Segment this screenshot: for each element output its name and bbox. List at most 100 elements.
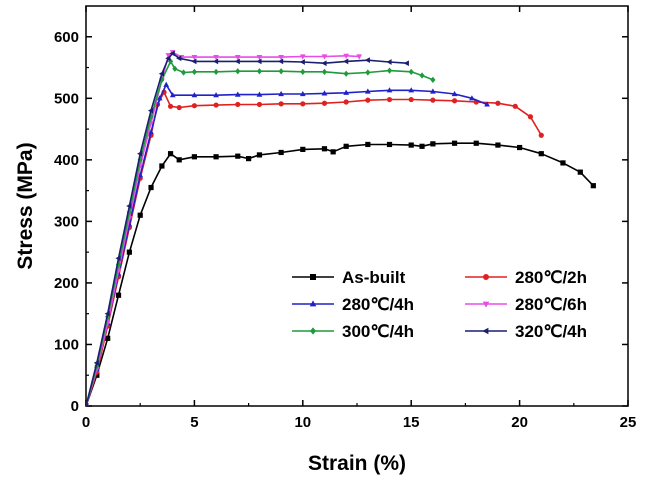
data-point-square xyxy=(176,157,182,163)
y-axis-title: Stress (MPa) xyxy=(14,142,37,269)
legend-label: As-built xyxy=(342,268,406,287)
data-point-triangle-down xyxy=(256,54,263,61)
legend-entry: As-built xyxy=(292,268,406,287)
data-point-square xyxy=(235,153,241,159)
legend-entry: 280℃/4h xyxy=(292,295,414,314)
data-point-triangle-left xyxy=(93,360,99,366)
data-point-triangle-down xyxy=(165,53,172,59)
data-point-triangle-down xyxy=(343,53,350,59)
data-point-square xyxy=(300,146,306,152)
data-point-circle xyxy=(408,96,414,103)
data-point-square xyxy=(213,154,219,160)
data-point-diamond xyxy=(180,69,187,76)
x-tick-label: 5 xyxy=(190,414,198,431)
data-point-circle xyxy=(167,103,174,109)
data-point-triangle xyxy=(148,129,154,135)
data-point-diamond xyxy=(343,70,349,77)
data-point-square xyxy=(330,149,336,155)
legend-label: 280℃/2h xyxy=(515,268,587,287)
y-tick-label: 100 xyxy=(54,336,79,353)
data-point-triangle-left xyxy=(386,59,392,65)
data-point-triangle xyxy=(191,92,198,98)
data-point-triangle xyxy=(169,92,176,98)
data-point-square xyxy=(365,141,371,148)
data-point-diamond xyxy=(235,68,241,75)
data-point-triangle xyxy=(364,88,371,94)
legend-label: 300℃/4h xyxy=(342,322,414,341)
y-axis-ticks: 0 100 200 300 400 500 600 xyxy=(54,29,628,415)
data-point-circle xyxy=(256,101,263,108)
data-point-circle xyxy=(483,274,489,280)
data-point-circle xyxy=(213,102,219,108)
data-point-diamond xyxy=(256,68,263,75)
plot-frame xyxy=(85,5,629,407)
data-point-triangle-left xyxy=(299,59,305,65)
data-point-square xyxy=(538,151,544,157)
x-tick-label: 10 xyxy=(294,414,311,431)
data-point-square xyxy=(115,292,122,298)
data-point-triangle xyxy=(469,95,475,101)
data-point-triangle xyxy=(213,92,219,98)
data-point-square xyxy=(430,141,436,147)
data-point-square xyxy=(246,156,252,162)
x-tick-label: 0 xyxy=(82,414,90,431)
data-point-triangle-down xyxy=(278,54,284,61)
y-tick-label: 300 xyxy=(54,213,79,230)
data-point-triangle xyxy=(386,87,393,93)
data-point-circle xyxy=(495,100,501,106)
data-point-square xyxy=(419,143,425,149)
data-point-square xyxy=(495,142,501,148)
series-0 xyxy=(86,140,596,406)
data-point-square xyxy=(310,274,316,280)
legend-entry: 300℃/4h xyxy=(292,322,414,341)
data-point-diamond xyxy=(191,68,197,75)
data-point-triangle xyxy=(321,90,328,96)
data-point-triangle-left xyxy=(165,55,171,62)
data-point-diamond xyxy=(278,68,284,75)
data-point-circle xyxy=(527,114,534,120)
series-layer xyxy=(86,50,596,406)
y-tick-label: 500 xyxy=(54,90,79,107)
series-2 xyxy=(86,81,490,406)
data-point-circle xyxy=(343,99,349,105)
data-point-square xyxy=(126,249,132,255)
data-point-triangle-down xyxy=(321,54,328,60)
x-axis-ticks: 0 5 10 15 20 25 xyxy=(82,6,637,431)
data-point-square xyxy=(517,144,523,151)
data-point-square xyxy=(137,212,143,218)
data-point-circle xyxy=(176,104,182,111)
data-point-triangle-left xyxy=(147,107,154,114)
data-point-diamond xyxy=(213,68,219,75)
legend-entry: 280℃/6h xyxy=(465,295,587,314)
data-point-square xyxy=(148,184,154,191)
data-point-diamond xyxy=(321,68,328,75)
data-point-circle xyxy=(430,97,436,103)
x-tick-label: 15 xyxy=(403,414,420,431)
legend-entry: 320℃/4h xyxy=(465,322,587,341)
y-tick-label: 0 xyxy=(71,398,79,415)
data-point-triangle xyxy=(343,89,350,95)
data-point-circle xyxy=(365,97,371,103)
legend-label: 280℃/6h xyxy=(515,295,587,314)
data-point-circle xyxy=(300,101,306,107)
data-point-diamond xyxy=(172,65,178,72)
data-point-triangle-left xyxy=(403,60,409,67)
data-point-triangle xyxy=(451,90,458,97)
data-point-triangle xyxy=(408,87,415,93)
y-tick-label: 600 xyxy=(54,29,79,46)
data-point-triangle-left xyxy=(278,58,284,65)
data-point-triangle-left xyxy=(191,58,197,65)
data-point-square xyxy=(590,183,596,189)
data-point-circle xyxy=(278,101,284,107)
data-point-triangle-down xyxy=(213,54,219,61)
data-point-square xyxy=(94,372,100,378)
data-point-triangle-left xyxy=(482,327,489,335)
y-tick-label: 200 xyxy=(54,275,79,292)
x-tick-label: 25 xyxy=(620,414,637,431)
data-point-circle xyxy=(235,101,241,108)
y-tick-label: 400 xyxy=(54,152,79,169)
data-point-triangle-down xyxy=(191,54,198,61)
series-1 xyxy=(86,89,544,406)
series-line xyxy=(86,51,360,406)
